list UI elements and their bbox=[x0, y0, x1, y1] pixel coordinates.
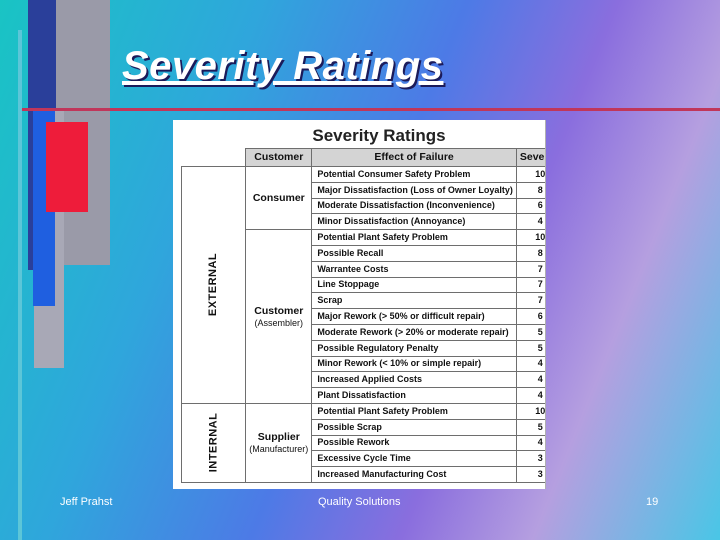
effect-cell: Moderate Dissatisfaction (Inconvenience) bbox=[311, 197, 517, 215]
effect-cell: Line Stoppage bbox=[311, 276, 517, 294]
severity-cell: 5 bbox=[515, 418, 545, 436]
customer-cell: Supplier (Manufacturer) bbox=[245, 402, 313, 483]
table-row: INTERNAL Supplier (Manufacturer) Potential … bbox=[180, 402, 545, 483]
severity-cell: 4 bbox=[515, 213, 545, 231]
footer-author: Jeff Prahst bbox=[60, 496, 113, 508]
customer-label: Supplier bbox=[257, 430, 300, 443]
table-title: Severity Ratings bbox=[312, 126, 446, 145]
severity-table: Customer Effect of Failure Severity EXTE… bbox=[180, 148, 545, 483]
header-customer: Customer bbox=[245, 148, 313, 167]
severity-cell: 3 bbox=[515, 466, 545, 483]
effect-cell: Increased Applied Costs bbox=[311, 371, 517, 389]
customer-cell: Consumer bbox=[245, 165, 313, 231]
table-row: Increased Applied Costs 4 bbox=[182, 371, 545, 389]
effect-cell: Minor Dissatisfaction (Annoyance) bbox=[311, 213, 517, 231]
table-row: Scrap 7 bbox=[182, 292, 545, 310]
table-row: EXTERNAL Consumer Potential Consumer Safet… bbox=[180, 165, 545, 404]
severity-cell: 8 bbox=[515, 244, 545, 262]
severity-cell: 6 bbox=[515, 197, 545, 215]
title-underline-rule bbox=[22, 108, 720, 111]
category-cell: INTERNAL bbox=[180, 402, 247, 483]
effect-cell: Major Rework (> 50% or difficult repair) bbox=[311, 308, 517, 325]
severity-cell: 7 bbox=[515, 276, 545, 294]
deco-light-strip bbox=[18, 30, 22, 540]
effect-cell: Possible Regulatory Penalty bbox=[311, 339, 517, 357]
effect-cell: Moderate Rework (> 20% or moderate repai… bbox=[311, 323, 517, 341]
table-row: Line Stoppage 7 bbox=[182, 276, 545, 294]
effect-cell: Possible Rework bbox=[311, 434, 517, 452]
effect-cell: Potential Plant Safety Problem bbox=[311, 402, 517, 420]
table-row: Increased Manufacturing Cost 3 bbox=[182, 466, 545, 483]
table-row: Major Rework (> 50% or difficult repair)… bbox=[182, 308, 545, 325]
effect-cell: Scrap bbox=[311, 292, 517, 310]
severity-cell: 6 bbox=[515, 308, 545, 325]
customer-label: Consumer bbox=[252, 192, 305, 205]
table-row: Moderate Dissatisfaction (Inconvenience)… bbox=[182, 197, 545, 215]
severity-cell: 10 bbox=[515, 402, 545, 420]
effect-cell: Minor Rework (< 10% or simple repair) bbox=[311, 355, 517, 373]
header-effect: Effect of Failure bbox=[311, 148, 517, 167]
severity-cell: 4 bbox=[515, 387, 545, 404]
header-blank-cell bbox=[181, 148, 247, 167]
severity-cell: 4 bbox=[515, 434, 545, 452]
effect-cell: Warrantee Costs bbox=[311, 260, 517, 278]
effect-cell: Potential Plant Safety Problem bbox=[311, 229, 517, 246]
footer-company: Quality Solutions bbox=[318, 496, 401, 508]
customer-label: Customer bbox=[254, 304, 304, 317]
severity-cell: 3 bbox=[515, 450, 545, 468]
category-cell: EXTERNAL bbox=[180, 166, 247, 404]
header-severity: Severity bbox=[515, 148, 545, 167]
effect-cell: Plant Dissatisfaction bbox=[311, 387, 517, 404]
category-label: EXTERNAL bbox=[207, 253, 220, 317]
severity-cell: 10 bbox=[515, 229, 545, 246]
severity-cell: 4 bbox=[515, 355, 545, 373]
table-header-row: Customer Effect of Failure Severity bbox=[181, 148, 545, 167]
severity-cell: 5 bbox=[515, 323, 545, 341]
effect-cell: Possible Scrap bbox=[311, 418, 517, 436]
customer-sublabel: (Assembler) bbox=[254, 317, 304, 328]
category-label: INTERNAL bbox=[207, 413, 220, 473]
effect-cell: Excessive Cycle Time bbox=[311, 450, 517, 468]
slide-title: Severity Ratings bbox=[122, 44, 444, 88]
customer-sublabel: (Manufacturer) bbox=[249, 443, 309, 454]
deco-red-block bbox=[46, 122, 88, 212]
effect-cell: Possible Recall bbox=[311, 244, 517, 262]
severity-table-image: Severity Ratings Customer Effect of Fail… bbox=[173, 120, 546, 489]
severity-cell: 5 bbox=[515, 339, 545, 357]
severity-cell: 7 bbox=[515, 260, 545, 278]
table-row: Customer (Assembler) Potential Plant Safet… bbox=[182, 229, 545, 404]
severity-cell: 4 bbox=[515, 371, 545, 389]
footer-page-number: 19 bbox=[646, 496, 659, 508]
effect-cell: Major Dissatisfaction (Loss of Owner Loy… bbox=[311, 181, 517, 199]
effect-cell: Potential Consumer Safety Problem bbox=[311, 166, 517, 183]
severity-cell: 10 bbox=[515, 166, 545, 183]
customer-cell: Customer (Assembler) bbox=[245, 229, 313, 404]
severity-cell: 8 bbox=[515, 181, 545, 199]
severity-cell: 7 bbox=[515, 292, 545, 310]
effect-cell: Increased Manufacturing Cost bbox=[311, 466, 517, 483]
